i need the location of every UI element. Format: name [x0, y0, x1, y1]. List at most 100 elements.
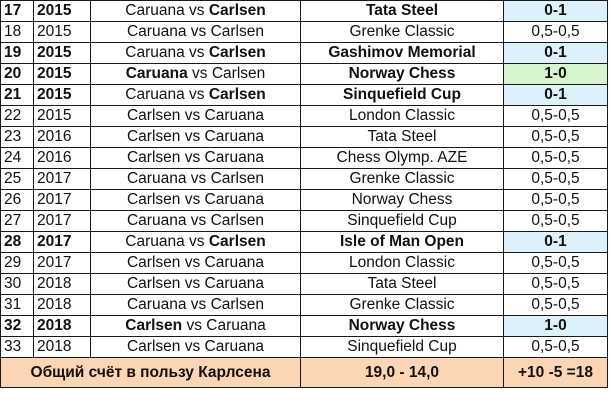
players-separator: vs [186, 23, 211, 40]
table-row: 18 2015 Caruana vs Carlsen Grenke Classi… [0, 21, 608, 43]
table-row: 22 2015 Carlsen vs Caruana London Classi… [0, 105, 608, 127]
total-score: 19,0 - 14,0 [300, 357, 504, 388]
table-row: 19 2015 Caruana vs Carlsen Gashimov Memo… [0, 42, 608, 64]
game-year: 2017 [33, 189, 91, 211]
game-score: 0-1 [503, 231, 608, 253]
game-number: 21 [0, 84, 34, 106]
black-player: Carlsen [208, 86, 266, 103]
game-score: 0-1 [503, 84, 608, 106]
table-row: 26 2017 Carlsen vs Caruana Norway Chess … [0, 189, 608, 211]
players-separator: vs [187, 65, 212, 82]
game-score: 1-0 [503, 63, 608, 85]
game-event: Sinquefield Cup [300, 210, 504, 232]
players-separator: vs [180, 128, 205, 145]
game-year: 2016 [33, 147, 91, 169]
white-player: Caruana [125, 2, 185, 19]
game-players: Carlsen vs Caruana [90, 252, 301, 274]
game-players: Carlsen vs Caruana [90, 126, 301, 148]
players-separator: vs [180, 191, 205, 208]
total-balance: +10 -5 =18 [503, 357, 608, 388]
game-score: 0,5-0,5 [503, 126, 608, 148]
game-year: 2017 [33, 168, 91, 190]
game-score: 0,5-0,5 [503, 189, 608, 211]
game-number: 27 [0, 210, 34, 232]
white-player: Caruana [125, 86, 185, 103]
game-event: London Classic [300, 252, 504, 274]
game-event: Tata Steel [300, 273, 504, 295]
black-player: Caruana [204, 254, 264, 271]
white-player: Caruana [125, 65, 188, 82]
game-score: 0-1 [503, 42, 608, 64]
white-player: Caruana [125, 44, 185, 61]
white-player: Caruana [125, 233, 185, 250]
game-number: 26 [0, 189, 34, 211]
game-players: Carlsen vs Caruana [90, 336, 301, 358]
white-player: Carlsen [126, 191, 181, 208]
game-players: Caruana vs Carlsen [90, 168, 301, 190]
game-score: 0,5-0,5 [503, 273, 608, 295]
game-event: London Classic [300, 105, 504, 127]
game-score: 0,5-0,5 [503, 294, 608, 316]
game-event: Isle of Man Open [300, 231, 504, 253]
white-player: Carlsen [125, 317, 183, 334]
white-player: Caruana [126, 170, 187, 187]
games-table: 17 2015 Caruana vs Carlsen Tata Steel 0-… [0, 0, 608, 388]
game-number: 22 [0, 105, 34, 127]
game-number: 25 [0, 168, 34, 190]
game-event: Grenke Classic [300, 168, 504, 190]
players-separator: vs [186, 212, 211, 229]
players-separator: vs [180, 254, 205, 271]
white-player: Carlsen [126, 275, 181, 292]
game-event: Gashimov Memorial [300, 42, 504, 64]
black-player: Caruana [204, 275, 264, 292]
players-separator: vs [182, 317, 207, 334]
table-row: 27 2017 Caruana vs Carlsen Sinquefield C… [0, 210, 608, 232]
total-label: Общий счёт в пользу Карлсена [0, 357, 301, 388]
white-player: Caruana [126, 212, 187, 229]
game-number: 20 [0, 63, 34, 85]
game-players: Caruana vs Carlsen [90, 63, 301, 85]
game-number: 17 [0, 0, 34, 22]
table-row: 24 2016 Carlsen vs Caruana Chess Olymp. … [0, 147, 608, 169]
players-separator: vs [184, 2, 209, 19]
game-year: 2018 [33, 294, 91, 316]
black-player: Carlsen [208, 44, 266, 61]
game-year: 2017 [33, 210, 91, 232]
game-players: Caruana vs Carlsen [90, 210, 301, 232]
total-row: Общий счёт в пользу Карлсена 19,0 - 14,0… [0, 357, 608, 388]
game-score: 0,5-0,5 [503, 147, 608, 169]
game-players: Caruana vs Carlsen [90, 21, 301, 43]
game-number: 28 [0, 231, 34, 253]
game-number: 33 [0, 336, 34, 358]
game-event: Norway Chess [300, 189, 504, 211]
table-row: 32 2018 Carlsen vs Caruana Norway Chess … [0, 315, 608, 337]
game-event: Norway Chess [300, 315, 504, 337]
game-year: 2015 [33, 0, 91, 22]
game-score: 0,5-0,5 [503, 21, 608, 43]
black-player: Caruana [204, 107, 264, 124]
table-row: 33 2018 Carlsen vs Caruana Sinquefield C… [0, 336, 608, 358]
black-player: Carlsen [210, 212, 264, 229]
game-score: 0,5-0,5 [503, 336, 608, 358]
players-separator: vs [180, 107, 205, 124]
game-year: 2015 [33, 63, 91, 85]
game-players: Caruana vs Carlsen [90, 294, 301, 316]
game-score: 0,5-0,5 [503, 210, 608, 232]
black-player: Carlsen [210, 296, 264, 313]
game-year: 2016 [33, 126, 91, 148]
game-event: Grenke Classic [300, 294, 504, 316]
game-players: Carlsen vs Caruana [90, 189, 301, 211]
game-score: 1-0 [503, 315, 608, 337]
white-player: Carlsen [126, 107, 181, 124]
black-player: Carlsen [210, 170, 264, 187]
game-players: Carlsen vs Caruana [90, 315, 301, 337]
game-event: Grenke Classic [300, 21, 504, 43]
game-year: 2017 [33, 231, 91, 253]
game-event: Tata Steel [300, 0, 504, 22]
game-event: Chess Olymp. AZE [300, 147, 504, 169]
game-score: 0,5-0,5 [503, 105, 608, 127]
game-number: 31 [0, 294, 34, 316]
players-separator: vs [180, 149, 205, 166]
black-player: Carlsen [210, 23, 264, 40]
players-separator: vs [180, 275, 205, 292]
